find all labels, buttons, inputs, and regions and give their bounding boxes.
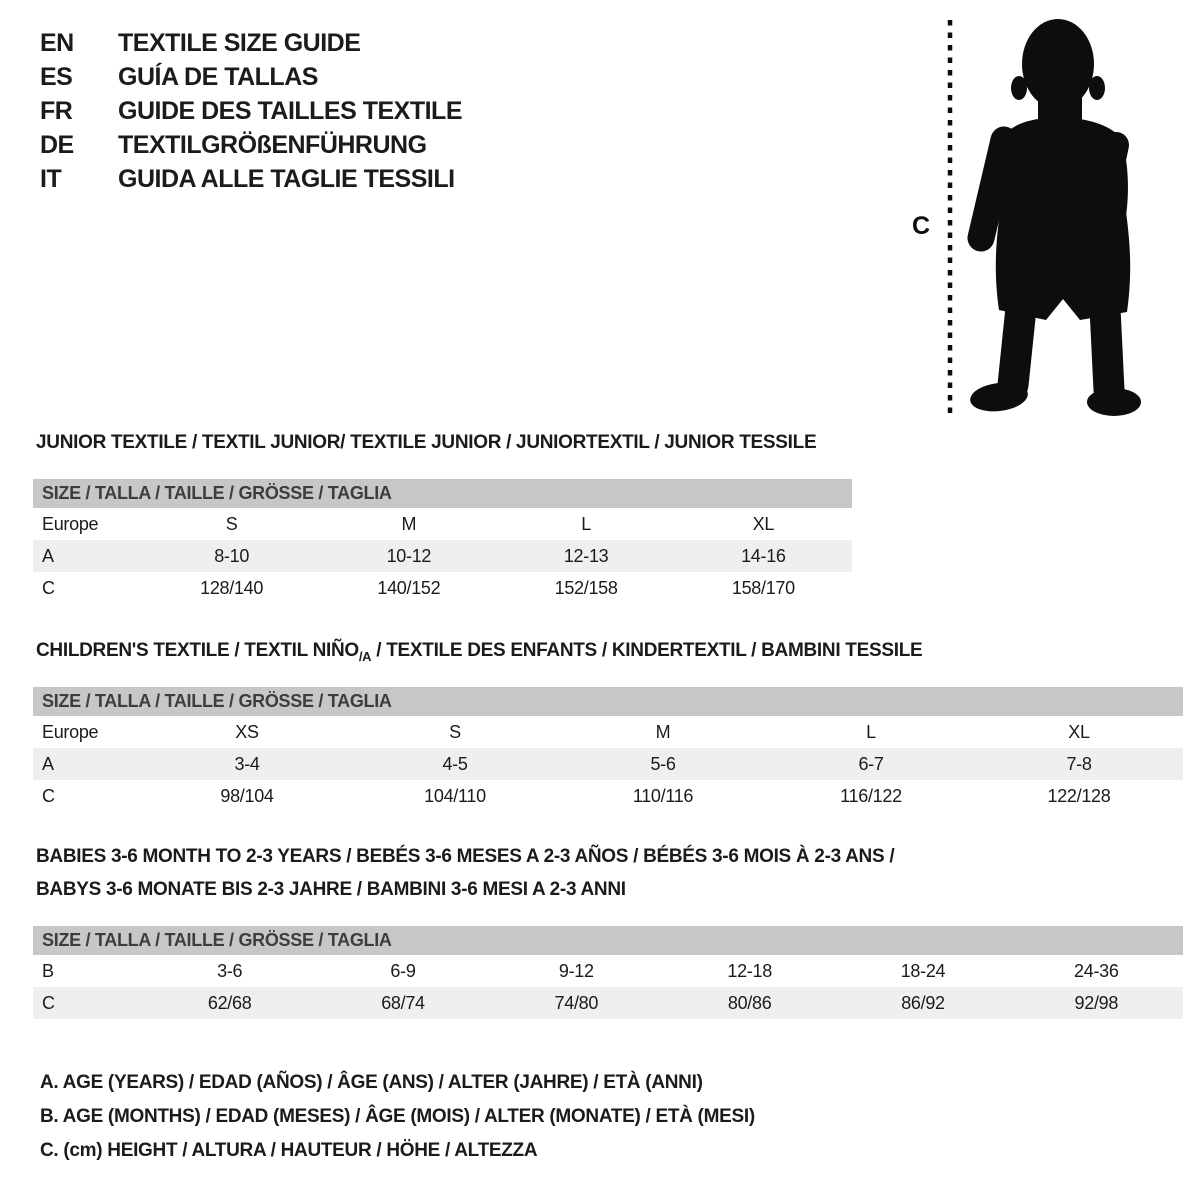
guide-title: GUÍA DE TALLAS <box>118 63 318 91</box>
table-row: A 3-4 4-5 5-6 6-7 7-8 <box>33 748 1183 780</box>
language-code: EN <box>40 29 74 57</box>
height-cell: 98/104 <box>220 785 274 806</box>
size-header-bar: SIZE / TALLA / TAILLE / GRÖSSE / TAGLIA <box>33 479 852 508</box>
size-header-bar: SIZE / TALLA / TAILLE / GRÖSSE / TAGLIA <box>33 687 1183 716</box>
heading-subscript: /A <box>358 648 372 664</box>
height-cell: 158/170 <box>731 577 795 598</box>
language-code: ES <box>40 63 73 91</box>
row-label: B <box>42 960 54 981</box>
legend-line-a: A. AGE (YEARS) / EDAD (AÑOS) / ÂGE (ANS)… <box>40 1072 703 1093</box>
age-cell: 12-13 <box>563 545 609 566</box>
row-label: Europe <box>42 721 99 742</box>
height-cell: 68/74 <box>381 992 425 1013</box>
heading-text: CHILDREN'S TEXTILE / TEXTIL NIÑO <box>36 640 359 661</box>
age-cell: 3-4 <box>234 753 260 774</box>
row-label: C <box>42 785 55 806</box>
guide-title: GUIDE DES TAILLES TEXTILE <box>118 97 463 125</box>
age-cell: 8-10 <box>214 545 250 566</box>
junior-size-table: SIZE / TALLA / TAILLE / GRÖSSE / TAGLIA … <box>33 479 852 604</box>
size-cell: S <box>225 513 238 534</box>
language-code: DE <box>40 131 74 159</box>
table-row: Europe XS S M L XL <box>33 716 1183 748</box>
age-cell: 9-12 <box>558 960 594 981</box>
age-cell: 12-18 <box>727 960 772 981</box>
babies-section-heading: BABIES 3-6 MONTH TO 2-3 YEARS / BEBÉS 3-… <box>36 840 895 906</box>
table-row: B 3-6 6-9 9-12 12-18 18-24 24-36 <box>33 955 1183 987</box>
baby-silhouette-shape <box>967 19 1141 416</box>
age-cell: 5-6 <box>650 753 676 774</box>
row-label: C <box>42 992 55 1013</box>
size-cell: L <box>866 721 876 742</box>
guide-title: TEXTILE SIZE GUIDE <box>118 29 361 57</box>
height-cell: 80/86 <box>727 992 772 1013</box>
language-title-list: EN TEXTILE SIZE GUIDE ES GUÍA DE TALLAS … <box>40 26 463 196</box>
height-line-label: C <box>912 212 931 240</box>
height-measure-figure: C <box>900 0 1200 430</box>
size-cell: L <box>581 513 591 534</box>
list-item: EN TEXTILE SIZE GUIDE <box>40 26 462 60</box>
table-row: C 128/140 140/152 152/158 158/170 <box>33 572 852 604</box>
size-cell: M <box>655 721 671 742</box>
size-cell: S <box>449 721 461 742</box>
size-cell: XS <box>235 721 259 742</box>
height-cell: 62/68 <box>207 992 252 1013</box>
guide-title: TEXTILGRÖßENFÜHRUNG <box>118 131 427 159</box>
height-cell: 116/122 <box>840 785 902 806</box>
measurement-legend: A. AGE (YEARS) / EDAD (AÑOS) / ÂGE (ANS)… <box>40 1066 755 1168</box>
children-section-heading: CHILDREN'S TEXTILE / TEXTIL NIÑO/A / TEX… <box>36 640 923 664</box>
baby-silhouette-icon <box>947 19 1141 416</box>
height-cell: 140/152 <box>377 577 441 598</box>
height-cell: 128/140 <box>200 577 264 598</box>
height-cell: 152/158 <box>554 577 618 598</box>
height-cell: 92/98 <box>1074 992 1119 1013</box>
row-label: A <box>42 545 54 566</box>
list-item: ES GUÍA DE TALLAS <box>40 60 462 94</box>
age-cell: 7-8 <box>1066 753 1092 774</box>
height-cell: 122/128 <box>1047 785 1111 806</box>
height-cell: 104/110 <box>424 785 486 806</box>
age-cell: 14-16 <box>741 545 786 566</box>
babies-size-table: SIZE / TALLA / TAILLE / GRÖSSE / TAGLIA … <box>33 926 1183 1019</box>
height-cell: 86/92 <box>901 992 945 1013</box>
height-cell: 74/80 <box>554 992 599 1013</box>
legend-line-c: C. (cm) HEIGHT / ALTURA / HAUTEUR / HÖHE… <box>40 1140 538 1161</box>
list-item: DE TEXTILGRÖßENFÜHRUNG <box>40 128 462 162</box>
age-cell: 24-36 <box>1074 960 1119 981</box>
table-row: A 8-10 10-12 12-13 14-16 <box>33 540 852 572</box>
size-cell: XL <box>1068 721 1090 742</box>
size-cell: XL <box>752 513 775 534</box>
legend-line-b: B. AGE (MONTHS) / EDAD (MESES) / ÂGE (MO… <box>40 1106 755 1127</box>
size-cell: M <box>401 513 417 534</box>
age-cell: 6-9 <box>390 960 416 981</box>
table-row: Europe S M L XL <box>33 508 852 540</box>
row-label: C <box>42 577 55 598</box>
children-size-table: SIZE / TALLA / TAILLE / GRÖSSE / TAGLIA … <box>33 687 1183 812</box>
age-cell: 6-7 <box>858 753 884 774</box>
heading-line: BABIES 3-6 MONTH TO 2-3 YEARS / BEBÉS 3-… <box>36 846 895 867</box>
age-cell: 18-24 <box>900 960 946 981</box>
age-cell: 4-5 <box>442 753 468 774</box>
row-label: Europe <box>42 513 99 534</box>
language-code: IT <box>40 165 62 193</box>
list-item: FR GUIDE DES TAILLES TEXTILE <box>40 94 463 128</box>
guide-title: GUIDA ALLE TAGLIE TESSILI <box>118 165 455 193</box>
list-item: IT GUIDA ALLE TAGLIE TESSILI <box>40 162 462 196</box>
age-cell: 10-12 <box>386 545 432 566</box>
row-label: A <box>42 753 54 774</box>
age-cell: 3-6 <box>217 960 243 981</box>
heading-line: BABYS 3-6 MONATE BIS 2-3 JAHRE / BAMBINI… <box>36 879 626 900</box>
heading-text: / TEXTILE DES ENFANTS / KINDERTEXTIL / B… <box>371 640 923 661</box>
table-row: C 62/68 68/74 74/80 80/86 86/92 92/98 <box>33 987 1183 1019</box>
height-cell: 110/116 <box>632 785 694 806</box>
language-code: FR <box>40 97 73 125</box>
table-row: C 98/104 104/110 110/116 116/122 122/128 <box>33 780 1183 812</box>
size-header-bar: SIZE / TALLA / TAILLE / GRÖSSE / TAGLIA <box>33 926 1183 955</box>
junior-section-heading: JUNIOR TEXTILE / TEXTIL JUNIOR/ TEXTILE … <box>36 432 817 453</box>
